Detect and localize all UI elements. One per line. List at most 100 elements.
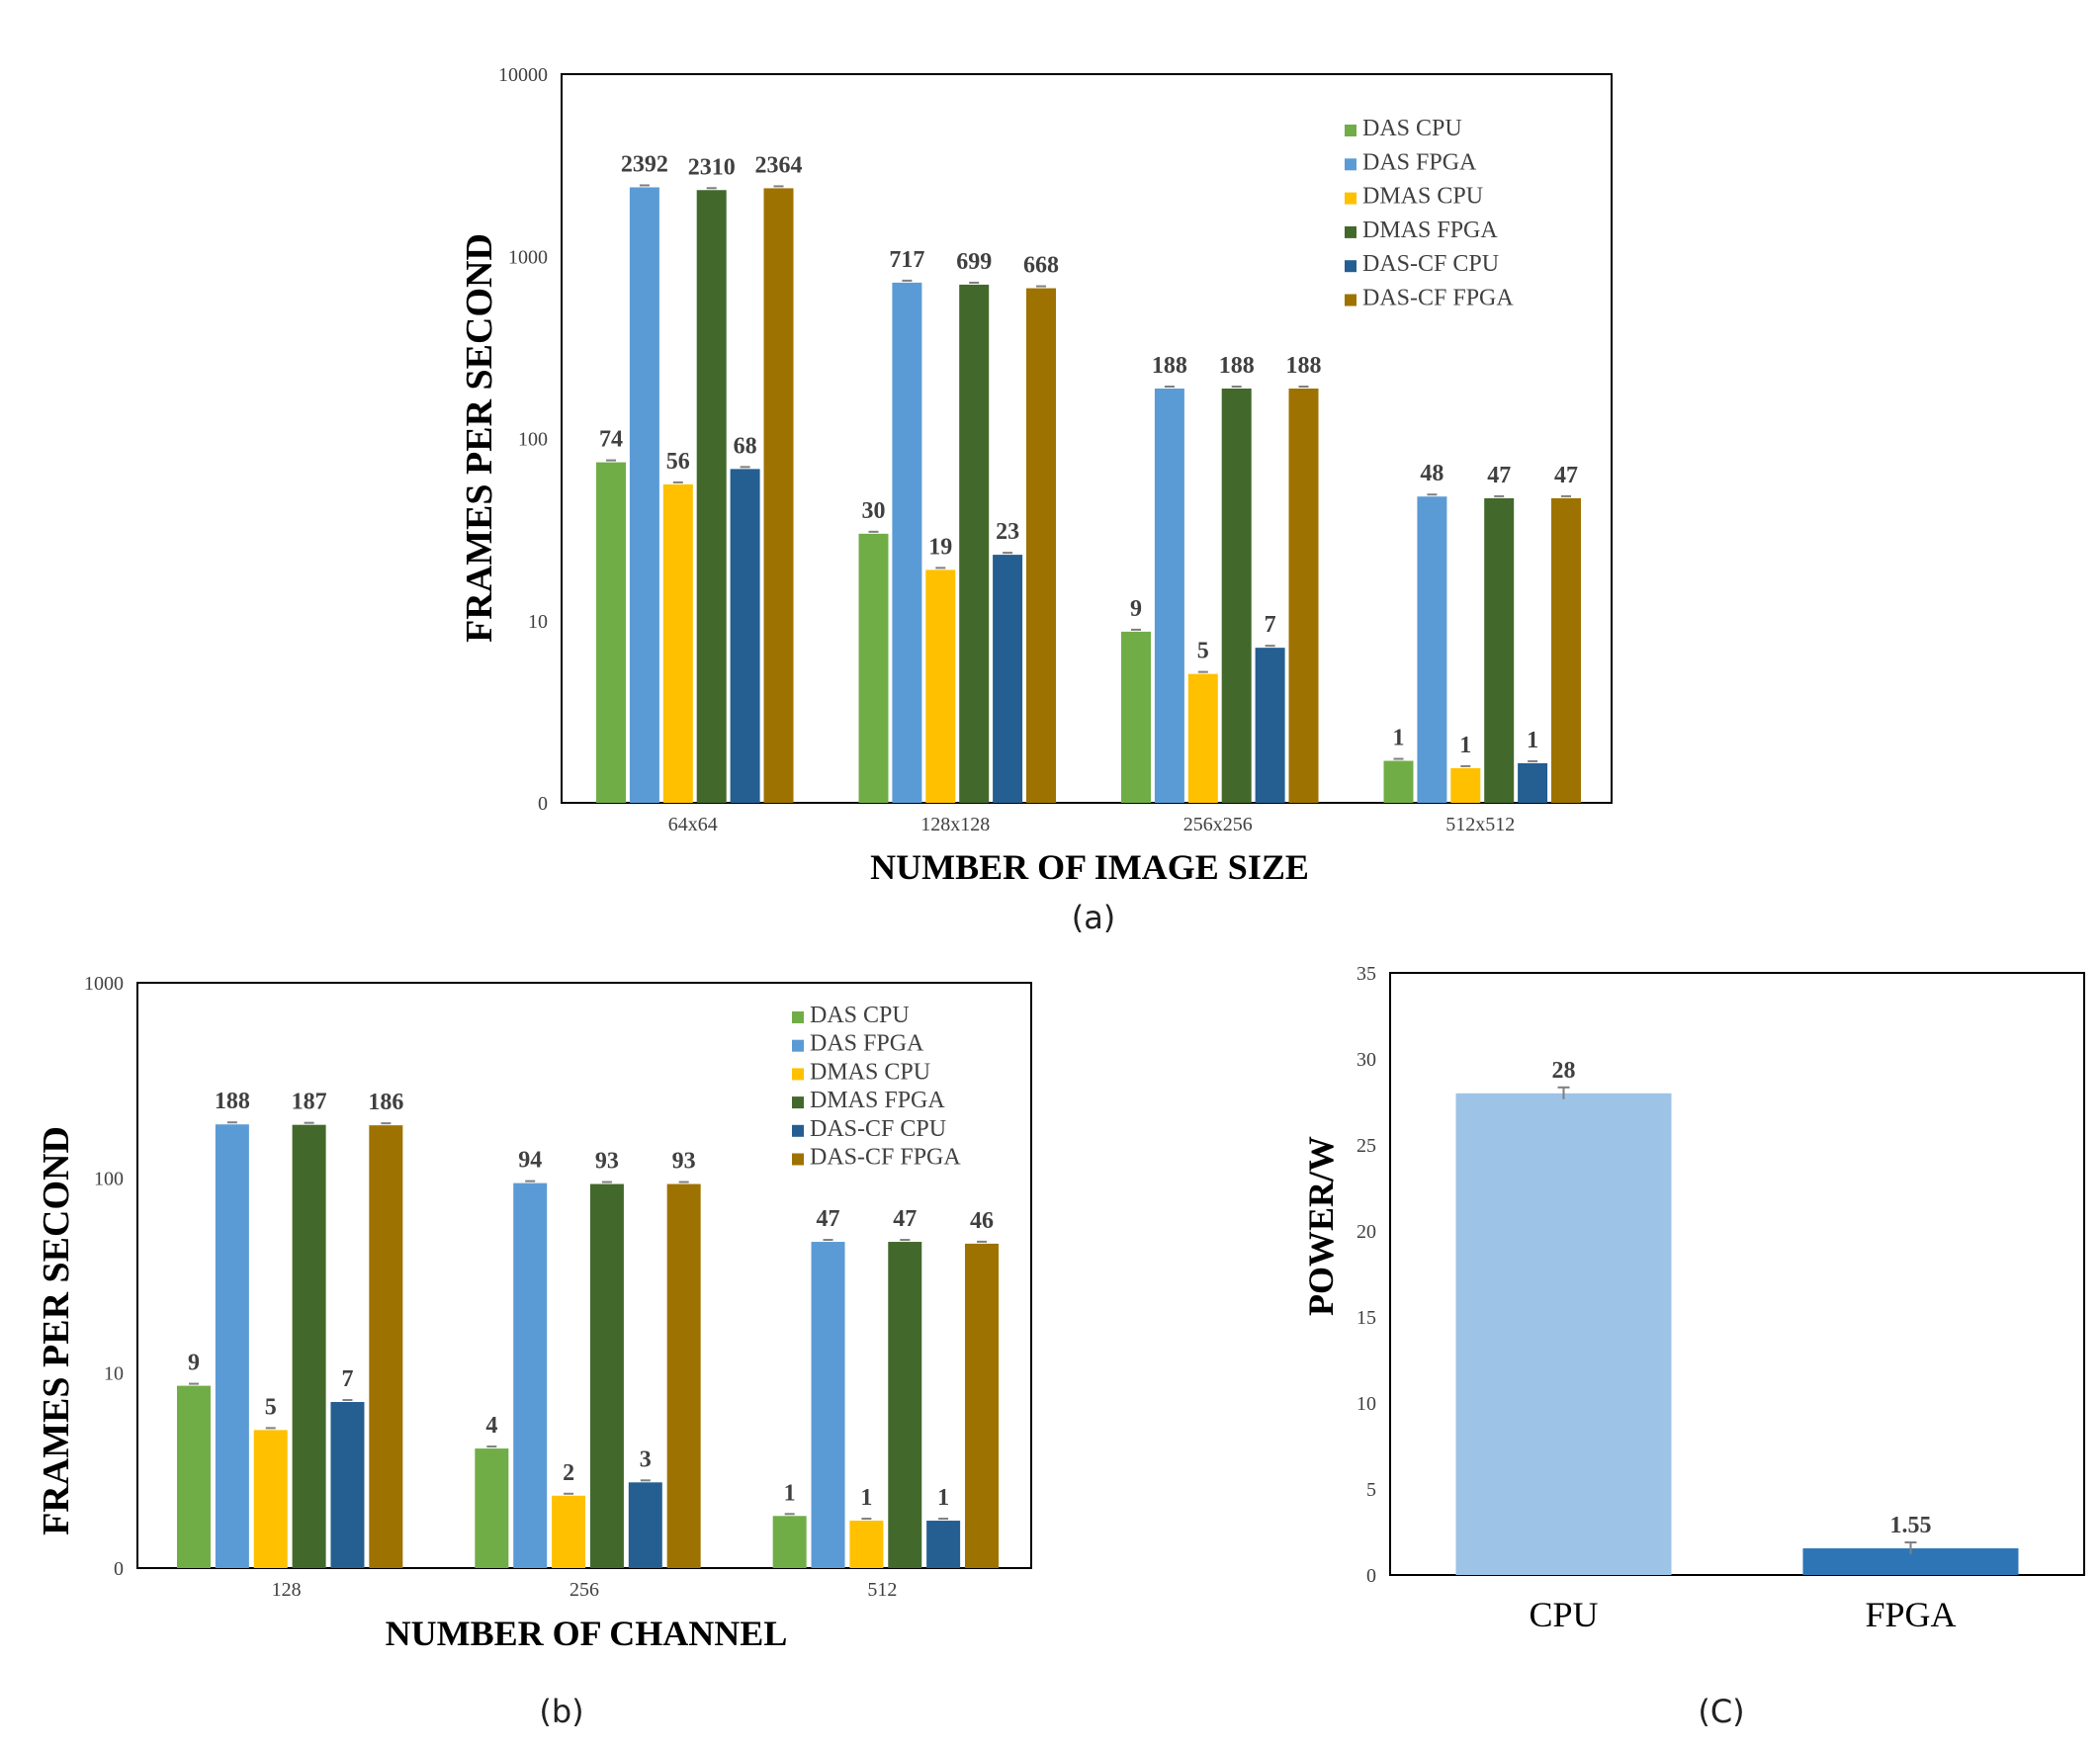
- a-data-label-dmas-fpga-512x512: 47: [1487, 463, 1511, 488]
- a-data-label-das-cf-cpu-512x512: 1: [1527, 728, 1538, 753]
- a-data-label-das-cpu-64x64: 74: [599, 427, 623, 453]
- b-data-label-dmas-cpu-256: 2: [563, 1460, 574, 1486]
- a-bar-das-cpu-64x64: [596, 462, 626, 803]
- a-data-label-dmas-fpga-64x64: 2310: [688, 154, 736, 180]
- a-bar-das-fpga-512x512: [1417, 496, 1447, 803]
- a-data-label-dmas-fpga-256x256: 188: [1219, 353, 1255, 379]
- b-data-label-das-cpu-128: 9: [188, 1351, 200, 1376]
- y-axis-title-c: POWER/W: [1301, 1136, 1341, 1316]
- b-legend-swatch-dmas-fpga: [792, 1096, 804, 1109]
- a-data-label-dmas-cpu-256x256: 5: [1197, 639, 1209, 664]
- b-legend-swatch-das-fpga: [792, 1039, 804, 1052]
- c-data-label-fpga: 1.55: [1890, 1513, 1932, 1538]
- a-bar-dmas-cpu-256x256: [1187, 673, 1218, 803]
- b-data-label-dmas-cpu-512: 1: [860, 1485, 872, 1511]
- a-data-label-das-cf-cpu-128x128: 23: [996, 519, 1019, 545]
- a-legend-label-das-cf-fpga: DAS-CF FPGA: [1362, 286, 1514, 311]
- b-data-label-das-cpu-512: 1: [784, 1480, 796, 1506]
- a-bar-dmas-fpga-256x256: [1221, 388, 1252, 803]
- a-data-label-das-fpga-64x64: 2392: [621, 151, 668, 177]
- b-bar-das-fpga-512: [811, 1242, 845, 1568]
- c-y-tick-label: 30: [1356, 1049, 1376, 1071]
- a-y-tick-label: 10: [528, 611, 548, 633]
- b-data-label-dmas-fpga-128: 187: [292, 1090, 327, 1115]
- a-bar-das-fpga-256x256: [1154, 388, 1184, 803]
- panel-label-a: (a): [1072, 899, 1116, 936]
- a-bar-das-fpga-128x128: [892, 282, 922, 803]
- y-axis-title-a: FRAMES PER SECOND: [459, 233, 500, 643]
- b-bar-das-cf-cpu-512: [926, 1521, 961, 1568]
- a-bar-dmas-fpga-64x64: [696, 190, 727, 803]
- b-bar-das-cpu-256: [475, 1448, 509, 1568]
- b-data-label-das-cf-fpga-512: 46: [970, 1208, 994, 1234]
- b-bar-das-cf-cpu-256: [628, 1482, 662, 1568]
- b-bar-dmas-cpu-256: [552, 1495, 586, 1568]
- a-bar-das-cf-cpu-128x128: [993, 555, 1023, 803]
- b-data-label-dmas-fpga-512: 47: [893, 1206, 917, 1232]
- a-data-label-das-fpga-256x256: 188: [1152, 353, 1187, 379]
- a-data-label-das-cf-cpu-256x256: 7: [1265, 612, 1276, 638]
- a-legend-swatch-dmas-fpga: [1345, 225, 1356, 238]
- b-legend-label-das-cf-cpu: DAS-CF CPU: [810, 1116, 946, 1142]
- a-legend-label-dmas-fpga: DMAS FPGA: [1362, 218, 1498, 243]
- c-y-tick-label: 5: [1366, 1479, 1376, 1501]
- b-data-label-dmas-fpga-256: 93: [595, 1149, 619, 1175]
- b-data-label-das-cf-fpga-128: 186: [368, 1090, 403, 1115]
- a-data-label-das-cf-fpga-128x128: 668: [1023, 253, 1059, 279]
- chart-panel-c: 0 5 10 15 20 25 30 35 28 1.55 CPU FPGA POWER/W (C…: [1301, 963, 2085, 1730]
- b-legend-label-das-cf-fpga: DAS-CF FPGA: [810, 1145, 961, 1171]
- c-bar-cpu: [1455, 1093, 1672, 1575]
- a-data-label-das-fpga-128x128: 717: [889, 247, 924, 273]
- b-bar-dmas-fpga-128: [292, 1124, 326, 1568]
- a-x-tick-64x64: 64x64: [668, 814, 718, 835]
- a-x-tick-256x256: 256x256: [1183, 814, 1253, 835]
- c-y-tick-label: 0: [1366, 1565, 1376, 1587]
- a-bar-das-fpga-64x64: [629, 187, 659, 803]
- b-y-tick-label: 0: [114, 1558, 124, 1580]
- a-data-label-das-cf-cpu-64x64: 68: [734, 433, 757, 459]
- a-bar-das-cf-fpga-128x128: [1026, 288, 1056, 804]
- b-legend-swatch-das-cf-cpu: [792, 1124, 804, 1137]
- b-legend-label-das-cpu: DAS CPU: [810, 1003, 910, 1028]
- c-data-label-cpu: 28: [1552, 1058, 1576, 1084]
- b-x-tick-512: 512: [867, 1579, 897, 1601]
- a-legend-label-das-cf-cpu: DAS-CF CPU: [1362, 251, 1499, 277]
- a-bar-das-cf-cpu-64x64: [730, 469, 760, 803]
- a-bar-das-cpu-256x256: [1121, 631, 1151, 803]
- b-y-tick-label: 1000: [84, 973, 124, 995]
- plot-frame-a: [561, 73, 1613, 804]
- b-x-tick-256: 256: [569, 1579, 599, 1601]
- a-data-label-dmas-cpu-64x64: 56: [666, 449, 690, 475]
- y-axis-title-b: FRAMES PER SECOND: [36, 1126, 77, 1535]
- b-data-label-das-fpga-256: 94: [518, 1148, 542, 1174]
- a-bar-dmas-fpga-512x512: [1484, 497, 1515, 803]
- b-data-label-das-cf-cpu-128: 7: [341, 1366, 353, 1392]
- b-bar-das-cpu-512: [772, 1516, 807, 1568]
- a-y-tick-label: 1000: [508, 246, 548, 268]
- b-x-tick-128: 128: [272, 1579, 302, 1601]
- a-bar-das-cf-cpu-512x512: [1518, 762, 1548, 803]
- a-bar-das-cpu-128x128: [858, 533, 889, 803]
- a-bar-das-cpu-512x512: [1383, 760, 1414, 803]
- b-legend-swatch-das-cpu: [792, 1011, 804, 1023]
- a-legend-swatch-das-cf-cpu: [1345, 260, 1356, 273]
- b-legend-swatch-dmas-cpu: [792, 1068, 804, 1081]
- b-data-label-das-cpu-256: 4: [485, 1413, 497, 1439]
- a-data-label-dmas-fpga-128x128: 699: [956, 249, 992, 275]
- chart-panel-b: 0 10 100 1000 9 188 5 187 7 186 4 94 2 93 3 93 1 47 1 47 1 4…: [36, 973, 1032, 1730]
- b-y-tick-label: 10: [104, 1363, 124, 1385]
- a-bar-das-cf-fpga-512x512: [1551, 497, 1581, 803]
- a-legend-label-dmas-cpu: DMAS CPU: [1362, 184, 1483, 210]
- a-y-tick-label: 10000: [498, 64, 548, 86]
- c-y-tick-label: 20: [1356, 1221, 1376, 1243]
- a-bar-das-cf-fpga-64x64: [763, 188, 794, 803]
- x-axis-title-b: NUMBER OF CHANNEL: [386, 1614, 788, 1653]
- a-legend-swatch-das-cpu: [1345, 125, 1356, 136]
- a-data-label-das-cf-fpga-512x512: 47: [1554, 463, 1578, 488]
- a-legend-label-das-fpga: DAS FPGA: [1362, 149, 1477, 175]
- a-x-tick-512x512: 512x512: [1445, 814, 1515, 835]
- b-data-label-das-fpga-128: 188: [215, 1089, 250, 1114]
- b-bar-das-fpga-128: [215, 1124, 249, 1568]
